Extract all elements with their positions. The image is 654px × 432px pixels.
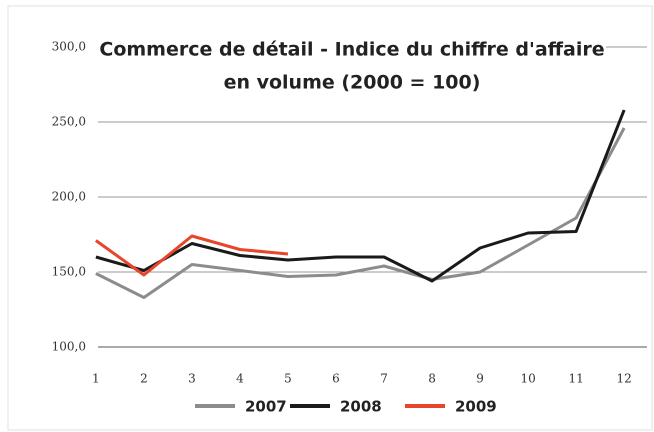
- title-background: [96, 32, 606, 104]
- y-tick-label: 300,0: [52, 40, 86, 54]
- y-tick-label: 150,0: [52, 265, 86, 279]
- chart-title: en volume (2000 = 100): [224, 72, 481, 94]
- legend-label: 2009: [455, 398, 497, 416]
- chart-title: Commerce de détail - Indice du chiffre d…: [99, 39, 604, 61]
- x-tick-label: 9: [476, 372, 484, 386]
- x-tick-label: 2: [140, 372, 148, 386]
- series-line: [95, 127, 626, 299]
- x-tick-label: 4: [236, 372, 244, 386]
- y-tick-label: 250,0: [52, 115, 86, 129]
- x-tick-label: 5: [284, 372, 292, 386]
- legend-label: 2007: [245, 398, 287, 416]
- x-tick-label: 10: [520, 372, 535, 386]
- x-tick-label: 7: [380, 372, 388, 386]
- x-tick-label: 3: [188, 372, 196, 386]
- x-tick-label: 11: [568, 372, 583, 386]
- x-tick-label: 12: [616, 372, 631, 386]
- y-tick-label: 200,0: [52, 190, 86, 204]
- x-tick-label: 6: [332, 372, 340, 386]
- series-line: [94, 234, 289, 277]
- x-tick-label: 1: [92, 372, 100, 386]
- y-tick-label: 100,0: [52, 340, 86, 354]
- legend-label: 2008: [340, 398, 382, 416]
- x-tick-label: 8: [428, 372, 436, 386]
- series-line: [95, 109, 626, 283]
